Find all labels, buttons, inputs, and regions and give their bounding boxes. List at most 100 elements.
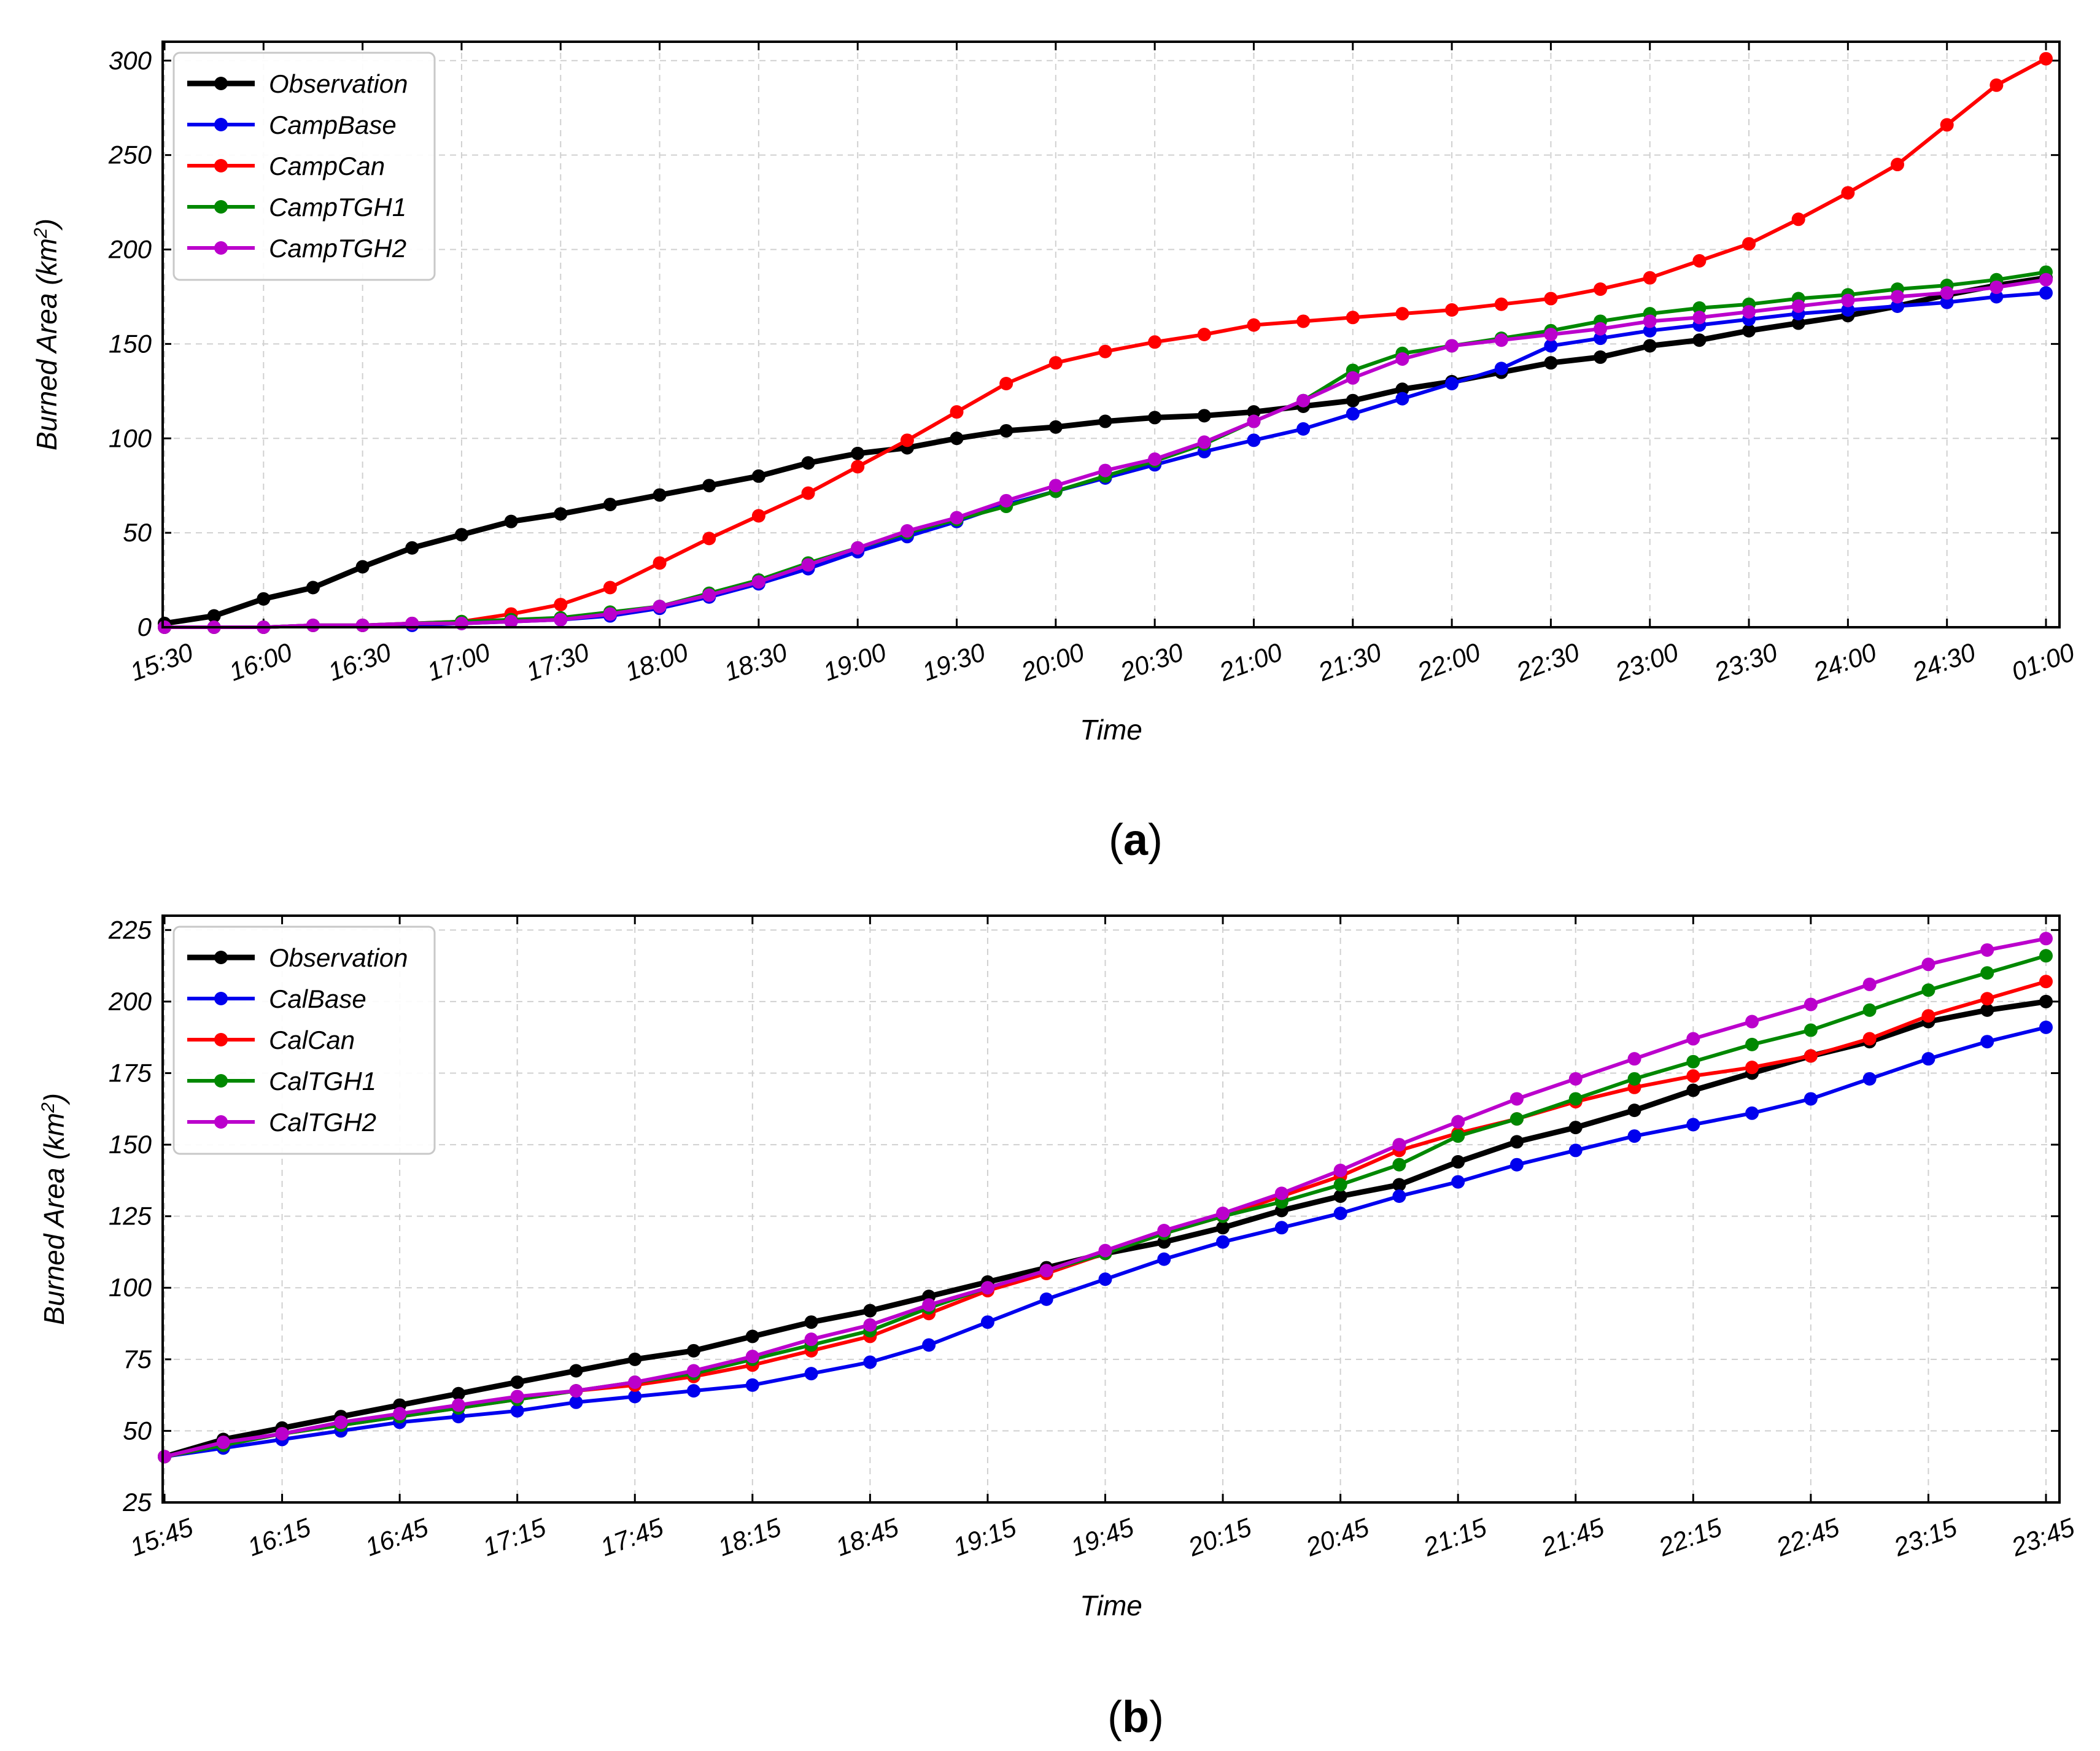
data-point-observation (851, 446, 865, 460)
data-point-observation (1197, 409, 1211, 423)
data-point-caltgh2 (1804, 997, 1818, 1011)
data-point-campcan (603, 581, 617, 595)
data-point-campcan (851, 460, 865, 474)
x-tick-label: 16:15 (244, 1512, 314, 1561)
data-point-calcan (1921, 1009, 1935, 1023)
data-point-caltgh1 (1921, 983, 1935, 997)
data-point-caltgh2 (2039, 932, 2053, 946)
data-point-calbase (1451, 1175, 1465, 1189)
x-tick-label: 17:30 (522, 637, 593, 686)
series-line-observation (164, 275, 2047, 627)
data-point-caltgh2 (1980, 943, 1994, 957)
data-point-camptgh2 (1395, 352, 1409, 366)
data-point-campbase (1841, 303, 1855, 317)
data-point-observation (999, 423, 1013, 438)
data-point-campcan (1990, 78, 2004, 92)
data-point-campcan (1494, 297, 1508, 311)
data-point-calbase (1804, 1092, 1818, 1106)
data-point-camptgh2 (554, 613, 568, 627)
data-point-caltgh2 (980, 1281, 994, 1295)
x-axis-label: Time (1080, 1590, 1142, 1622)
data-point-caltgh2 (1921, 957, 1935, 972)
data-point-camptgh2 (1346, 371, 1360, 385)
x-tick-label: 19:00 (819, 637, 890, 686)
x-tick-label: 16:30 (324, 637, 395, 686)
data-point-campcan (2039, 52, 2053, 66)
legend-label: CalBase (269, 984, 366, 1013)
y-tick-label: 300 (109, 46, 152, 75)
data-point-caltgh2 (1392, 1138, 1406, 1152)
data-point-calbase (1333, 1206, 1347, 1220)
data-point-campcan (1841, 186, 1855, 200)
data-point-camptgh2 (504, 614, 518, 628)
data-point-campcan (1692, 253, 1707, 268)
data-point-calbase (1980, 1035, 1994, 1049)
data-point-caltgh2 (1039, 1264, 1053, 1278)
data-point-observation (603, 497, 617, 511)
data-point-caltgh2 (1568, 1072, 1583, 1086)
legend-label: Observation (269, 943, 408, 972)
y-tick-label: 100 (109, 423, 152, 452)
data-point-observation (1509, 1135, 1524, 1149)
x-tick-label: 18:30 (721, 637, 791, 686)
data-point-observation (1980, 1003, 1994, 1017)
data-point-observation (554, 507, 568, 521)
legend-marker (214, 159, 228, 172)
data-point-observation (451, 1386, 465, 1401)
data-point-caltgh2 (510, 1390, 524, 1404)
data-point-calbase (745, 1378, 759, 1392)
data-point-campbase (1346, 407, 1360, 421)
y-tick-label: 100 (109, 1273, 152, 1302)
data-point-caltgh2 (1627, 1052, 1641, 1066)
data-point-caltgh1 (1392, 1158, 1406, 1172)
y-tick-label: 150 (109, 1130, 152, 1159)
data-point-camptgh2 (1247, 414, 1261, 428)
data-point-camptgh2 (851, 541, 865, 555)
y-tick-label: 200 (108, 987, 152, 1016)
data-point-campcan (999, 377, 1013, 391)
data-point-observation (1643, 339, 1657, 353)
data-point-calbase (628, 1390, 642, 1404)
data-point-caltgh2 (687, 1364, 701, 1378)
y-tick-label: 125 (109, 1202, 152, 1231)
y-tick-label: 0 (138, 613, 152, 641)
data-point-campcan (554, 598, 568, 612)
data-point-observation (1742, 323, 1756, 338)
series-line-camptgh2 (165, 277, 2047, 629)
data-point-camptgh2 (751, 575, 765, 589)
legend-label: CampCan (269, 152, 385, 180)
legend-marker (214, 200, 228, 214)
data-point-campcan (653, 556, 667, 570)
x-tick-label: 21:45 (1536, 1512, 1608, 1562)
data-point-calbase (1745, 1106, 1759, 1120)
x-tick-label: 20:00 (1017, 637, 1088, 687)
data-point-observation (1395, 382, 1409, 396)
data-point-observation (510, 1375, 524, 1390)
data-point-caltgh2 (1098, 1243, 1112, 1258)
legend-label: CalTGH1 (269, 1067, 376, 1096)
legend-box (172, 52, 436, 281)
data-point-calbase (1686, 1118, 1700, 1132)
data-point-caltgh1 (1333, 1178, 1347, 1192)
x-tick-label: 19:45 (1067, 1512, 1137, 1561)
data-point-caltgh2 (1274, 1186, 1288, 1200)
legend-label: CalCan (269, 1026, 355, 1054)
data-point-observation (355, 560, 370, 574)
legend-label: CalTGH2 (269, 1108, 376, 1137)
data-point-observation (1451, 1155, 1465, 1169)
y-tick-label: 150 (109, 329, 152, 358)
x-tick-label: 15:30 (126, 637, 197, 686)
data-point-caltgh2 (451, 1398, 465, 1412)
data-point-campbase (1445, 377, 1459, 391)
data-point-observation (207, 609, 221, 623)
series-line-campcan (165, 57, 2047, 629)
x-tick-label: 17:15 (479, 1512, 549, 1561)
data-point-observation (1568, 1121, 1583, 1135)
data-point-caltgh2 (334, 1415, 348, 1429)
x-tick-label: 18:45 (832, 1512, 902, 1561)
x-tick-label: 23:00 (1611, 637, 1682, 687)
y-tick-label: 250 (108, 141, 152, 169)
data-point-campcan (1544, 292, 1558, 306)
data-point-campbase (1395, 392, 1409, 406)
data-point-campcan (1197, 328, 1211, 341)
